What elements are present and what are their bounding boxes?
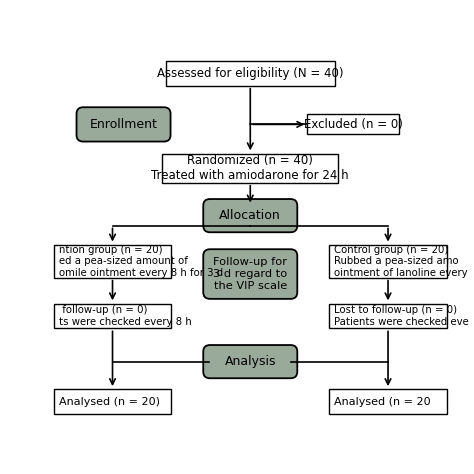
Text: follow-up (n = 0)
ts were checked every 8 h: follow-up (n = 0) ts were checked every … bbox=[58, 305, 191, 327]
Text: Analysed (n = 20: Analysed (n = 20 bbox=[334, 397, 431, 407]
Text: Assessed for eligibility (N = 40): Assessed for eligibility (N = 40) bbox=[157, 67, 344, 80]
FancyBboxPatch shape bbox=[54, 304, 171, 328]
FancyBboxPatch shape bbox=[203, 249, 297, 299]
Text: Excluded (n = 0): Excluded (n = 0) bbox=[304, 118, 402, 131]
Text: Enrollment: Enrollment bbox=[90, 118, 157, 131]
Text: ntion group (n = 20)
ed a pea-sized amount of
omile ointment every 8 h for 3 d: ntion group (n = 20) ed a pea-sized amou… bbox=[58, 245, 223, 278]
Text: Lost to follow-up (n = 0)
Patients were checked eve: Lost to follow-up (n = 0) Patients were … bbox=[334, 305, 469, 327]
Text: Allocation: Allocation bbox=[219, 209, 281, 222]
FancyBboxPatch shape bbox=[162, 154, 338, 183]
FancyBboxPatch shape bbox=[329, 304, 447, 328]
FancyBboxPatch shape bbox=[329, 389, 447, 414]
Text: Follow-up for
3 d regard to
the VIP scale: Follow-up for 3 d regard to the VIP scal… bbox=[213, 257, 287, 291]
Text: Control group (n = 20)
Rubbed a pea-sized amo
ointment of lanoline every: Control group (n = 20) Rubbed a pea-size… bbox=[334, 245, 468, 278]
FancyBboxPatch shape bbox=[54, 245, 171, 278]
Text: Randomized (n = 40)
Treated with amiodarone for 24 h: Randomized (n = 40) Treated with amiodar… bbox=[152, 154, 349, 182]
FancyBboxPatch shape bbox=[76, 107, 171, 142]
Text: Analysed (n = 20): Analysed (n = 20) bbox=[58, 397, 160, 407]
FancyBboxPatch shape bbox=[203, 199, 297, 232]
FancyBboxPatch shape bbox=[307, 114, 399, 135]
FancyBboxPatch shape bbox=[166, 61, 335, 86]
FancyBboxPatch shape bbox=[329, 245, 447, 278]
FancyBboxPatch shape bbox=[203, 345, 297, 378]
FancyBboxPatch shape bbox=[54, 389, 171, 414]
Text: Analysis: Analysis bbox=[225, 355, 276, 368]
